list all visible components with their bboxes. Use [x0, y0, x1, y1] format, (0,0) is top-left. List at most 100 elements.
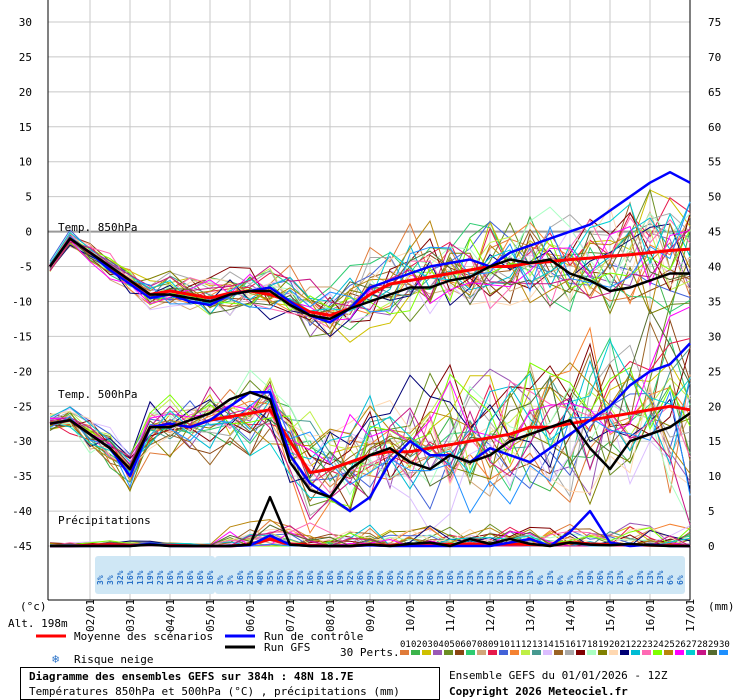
snow-risk-value: 6% [626, 575, 635, 585]
perturbation-line [49, 374, 691, 491]
snow-risk-value: 23% [416, 570, 425, 585]
series-line-t850 [48, 237, 690, 321]
perturbation-id: 30 [719, 640, 730, 650]
y-tick-label-left: -35 [12, 470, 32, 483]
y-tick-label-left: -20 [12, 365, 32, 378]
x-tick-label: 08/01 [324, 599, 337, 632]
perturbation-swatch [609, 650, 618, 655]
snow-risk-value: 35% [266, 570, 275, 585]
perturbation-id: 12 [521, 640, 532, 650]
y-tick-label-left: -40 [12, 505, 32, 518]
x-tick-label: 02/01 [84, 599, 97, 632]
snow-risk-value: 19% [146, 570, 155, 585]
snow-risk-value: 16% [446, 570, 455, 585]
y-tick-label-right: 35 [708, 295, 721, 308]
perturbation-id: 02 [411, 640, 422, 650]
perturbation-id: 10 [499, 640, 510, 650]
perturbation-swatch [488, 650, 497, 655]
snow-risk-value: 29% [366, 570, 375, 585]
snow-risk-band [95, 556, 215, 594]
perturbation-id: 22 [631, 640, 642, 650]
snow-risk-value: 6% [676, 575, 685, 585]
perturbation-id: 15 [554, 640, 565, 650]
perturbation-id: 06 [455, 640, 466, 650]
snow-risk-value: 13% [176, 570, 185, 585]
y-tick-label-left: 25 [19, 51, 32, 64]
perturbation-id: 19 [598, 640, 609, 650]
snow-risk-value: 13% [476, 570, 485, 585]
snow-risk-value: 3% [96, 575, 105, 585]
snow-risk-value: 16% [326, 570, 335, 585]
x-tick-label: 03/01 [124, 599, 137, 632]
snow-risk-value: 16% [206, 570, 215, 585]
snow-risk-value: 23% [296, 570, 305, 585]
x-tick-label: 11/01 [444, 599, 457, 632]
perturbation-swatch [422, 650, 431, 655]
perturbations-label: 30 Perts. [340, 646, 400, 659]
snow-risk-value: 16% [306, 570, 315, 585]
snow-risk-value: 16% [166, 570, 175, 585]
right-unit: (mm) [708, 600, 735, 613]
perturbation-swatch [576, 650, 585, 655]
perturbation-line [49, 361, 691, 474]
perturbation-swatch [400, 650, 409, 655]
y-tick-label-right: 55 [708, 156, 721, 169]
x-tick-label: 15/01 [604, 599, 617, 632]
y-tick-label-left: -45 [12, 540, 32, 553]
perturbation-swatch [620, 650, 629, 655]
perturbation-line [49, 347, 691, 479]
perturbation-swatch [543, 650, 552, 655]
y-tick-label-right: 70 [708, 51, 721, 64]
perturbation-swatch [510, 650, 519, 655]
perturbation-id: 28 [697, 640, 708, 650]
snow-risk-value: 13% [136, 570, 145, 585]
perturbation-id: 16 [565, 640, 576, 650]
perturbation-line [49, 210, 691, 311]
perturbation-swatch [477, 650, 486, 655]
perturbation-swatch [708, 650, 717, 655]
chart-subtitle: Températures 850hPa et 500hPa (°C) , pré… [29, 685, 400, 698]
perturbation-id: 29 [708, 640, 719, 650]
snow-risk-value: 26% [356, 570, 365, 585]
perturbation-id: 05 [444, 640, 455, 650]
perturbation-id: 09 [488, 640, 499, 650]
perturbation-swatch [466, 650, 475, 655]
snowflake-icon: ❄ [52, 652, 59, 666]
left-axis: 30 25 20 15 10 5 0 -5 -10 -15 -20 -25 -30 -35 -40 -45 [12, 16, 32, 553]
perturbation-line [49, 380, 691, 494]
snow-risk-value: 32% [396, 570, 405, 585]
perturbation-line [49, 369, 691, 522]
x-tick-label: 05/01 [204, 599, 217, 632]
perturbation-id: 21 [620, 640, 631, 650]
snow-risk-value: 13% [486, 570, 495, 585]
x-tick-label: 09/01 [364, 599, 377, 632]
snow-risk-value: 29% [286, 570, 295, 585]
snow-risk-value: 26% [386, 570, 395, 585]
snow-risk-value: 23% [606, 570, 615, 585]
perturbation-id: 07 [466, 640, 477, 650]
perturbation-line [49, 227, 691, 322]
perturbation-id: 18 [587, 640, 598, 650]
snow-risk-value: 13% [496, 570, 505, 585]
y-tick-label-right: 75 [708, 16, 721, 29]
y-tick-label-left: 15 [19, 121, 32, 134]
snow-risk-value: 6% [536, 575, 545, 585]
y-tick-label-right: 15 [708, 435, 721, 448]
y-tick-label-right: 25 [708, 365, 721, 378]
perturbation-swatch [532, 650, 541, 655]
snow-risk-value: 29% [316, 570, 325, 585]
snow-risk-value: 23% [156, 570, 165, 585]
perturbation-swatch [444, 650, 453, 655]
x-tick-label: 16/01 [644, 599, 657, 632]
snow-risk-value: 23% [406, 570, 415, 585]
perturbation-id: 03 [422, 640, 433, 650]
perturbation-line [49, 376, 691, 482]
perturbation-swatch [598, 650, 607, 655]
perturbation-id: 14 [543, 640, 554, 650]
perturbation-swatch [719, 650, 728, 655]
perturbation-line [49, 384, 691, 494]
series-line-precip [50, 495, 690, 548]
y-tick-label-left: -15 [12, 330, 32, 343]
perturbation-swatch [433, 650, 442, 655]
y-tick-label-right: 45 [708, 226, 721, 239]
